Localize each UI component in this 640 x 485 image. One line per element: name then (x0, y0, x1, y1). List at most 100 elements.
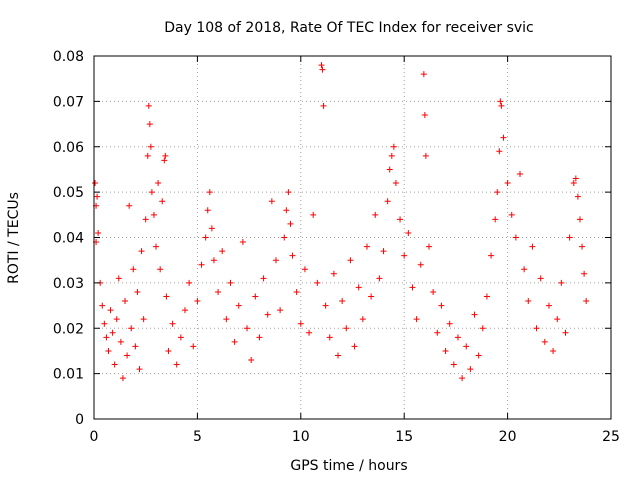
data-point (244, 325, 251, 332)
data-point (163, 293, 170, 300)
data-point (401, 252, 408, 259)
data-point (409, 284, 416, 291)
data-point (210, 257, 217, 264)
data-point (157, 266, 164, 273)
data-point (550, 347, 557, 354)
data-point (248, 357, 255, 364)
x-tick-label: 10 (292, 429, 310, 445)
data-point (264, 311, 271, 318)
data-point (421, 111, 428, 118)
data-point (190, 343, 197, 350)
data-point (155, 180, 162, 187)
data-point (572, 175, 579, 182)
y-tick-label: 0.02 (53, 321, 84, 337)
data-point (252, 293, 259, 300)
data-point (103, 334, 110, 341)
data-point (130, 266, 137, 273)
data-point (417, 261, 424, 268)
data-point (463, 343, 470, 350)
data-point (558, 279, 565, 286)
plot-frame (93, 55, 612, 420)
data-point (576, 216, 583, 223)
data-point (173, 361, 180, 368)
data-point (521, 266, 528, 273)
data-point (105, 347, 112, 354)
data-point (454, 334, 461, 341)
y-tick-label: 0.06 (53, 140, 84, 156)
data-point (562, 329, 569, 336)
data-point (153, 243, 160, 250)
data-point (117, 338, 124, 345)
data-point (422, 152, 429, 159)
data-point (101, 320, 108, 327)
data-point (287, 220, 294, 227)
data-point (541, 338, 548, 345)
y-tick-label: 0.03 (53, 276, 84, 292)
data-point (459, 375, 466, 382)
data-point (322, 302, 329, 309)
data-point (483, 293, 490, 300)
data-point (545, 302, 552, 309)
data-point (517, 170, 524, 177)
x-axis-title: GPS time / hours (290, 458, 407, 474)
data-point (293, 288, 300, 295)
data-point (363, 243, 370, 250)
data-point (186, 279, 193, 286)
data-point (388, 152, 395, 159)
data-point (384, 198, 391, 205)
data-point (162, 152, 169, 159)
data-point (95, 229, 102, 236)
data-point (339, 298, 346, 305)
data-point (392, 180, 399, 187)
data-point (537, 275, 544, 282)
data-point (277, 307, 284, 314)
data-point (134, 288, 141, 295)
data-point (235, 302, 242, 309)
data-point (159, 198, 166, 205)
data-point (450, 361, 457, 368)
data-point (219, 248, 226, 255)
data-point (525, 298, 532, 305)
data-point (343, 325, 350, 332)
data-point (488, 252, 495, 259)
data-point (442, 347, 449, 354)
data-point (92, 180, 99, 187)
data-point (272, 257, 279, 264)
data-point (500, 134, 507, 141)
data-point (260, 275, 267, 282)
data-point (109, 329, 116, 336)
data-point (554, 316, 561, 323)
data-point (161, 157, 168, 164)
x-tick-label: 15 (395, 429, 413, 445)
data-point (386, 166, 393, 173)
data-point (231, 338, 238, 345)
x-tick-label: 5 (193, 429, 202, 445)
data-point (136, 366, 143, 373)
data-point (405, 229, 412, 236)
data-point (165, 347, 172, 354)
data-point (318, 62, 325, 69)
y-tick-label: 0.07 (53, 94, 84, 110)
data-point (124, 352, 131, 359)
data-point (146, 121, 153, 128)
data-point (434, 329, 441, 336)
data-point (142, 216, 149, 223)
data-point (574, 193, 581, 200)
data-point (496, 148, 503, 155)
data-point (301, 266, 308, 273)
data-point (113, 316, 120, 323)
data-point (492, 216, 499, 223)
data-point (570, 180, 577, 187)
data-point (128, 325, 135, 332)
data-point (115, 275, 122, 282)
data-point (533, 325, 540, 332)
data-point (107, 307, 114, 314)
data-point (202, 234, 209, 241)
data-point (132, 343, 139, 350)
x-tick-label: 0 (90, 429, 99, 445)
data-point (140, 316, 147, 323)
data-point (438, 302, 445, 309)
data-point (319, 66, 326, 73)
data-point (583, 298, 590, 305)
